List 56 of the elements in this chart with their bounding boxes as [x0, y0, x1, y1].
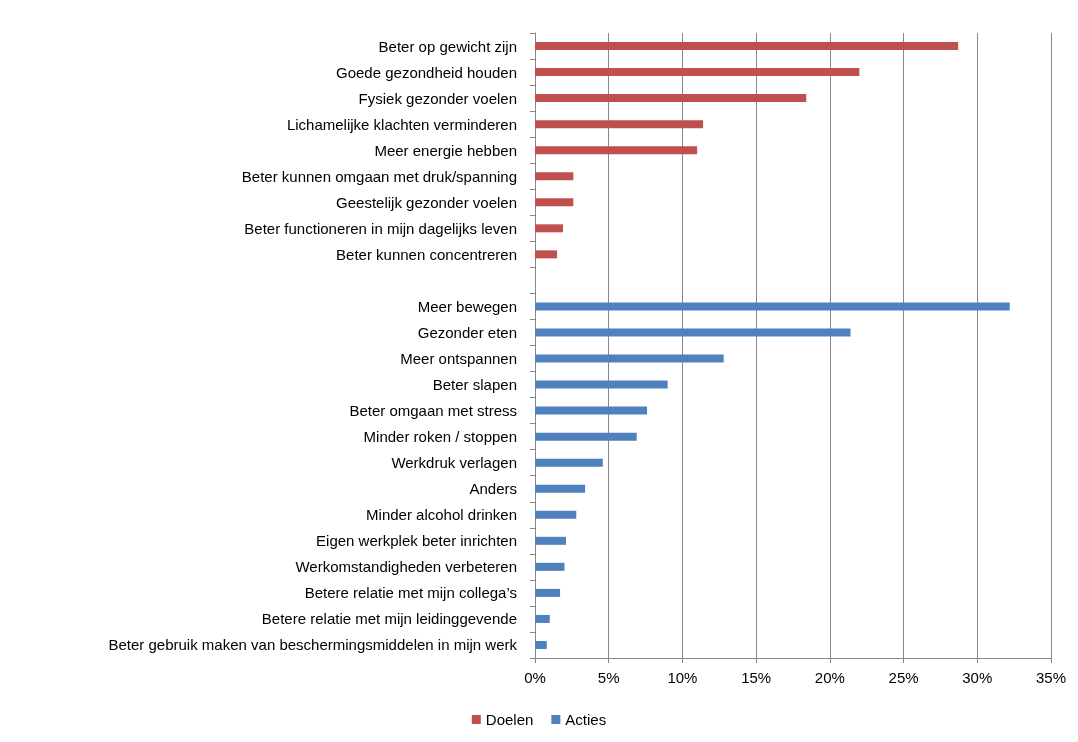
bar — [535, 640, 547, 649]
y-tick-label: Werkomstandigheden verbeteren — [295, 558, 517, 576]
bar — [535, 380, 668, 389]
x-tick-label: 10% — [667, 669, 698, 686]
y-tick-label: Beter op gewicht zijn — [378, 37, 517, 55]
x-tick-label: 30% — [962, 669, 993, 686]
bar — [535, 354, 724, 363]
x-tick-label: 25% — [888, 669, 919, 686]
y-tick-label: Beter functioneren in mijn dagelijks leven — [244, 219, 517, 237]
bar — [535, 120, 704, 129]
y-tick-label: Beter kunnen concentreren — [336, 245, 517, 263]
y-tick-label: Betere relatie met mijn collega’s — [304, 584, 517, 602]
y-tick-label: Minder alcohol drinken — [366, 506, 517, 524]
bar — [535, 224, 564, 233]
y-tick-label: Anders — [469, 480, 517, 498]
bar — [535, 172, 574, 181]
y-tick-label: Beter kunnen omgaan met druk/spanning — [241, 167, 517, 185]
y-tick-label: Meer ontspannen — [400, 350, 517, 368]
y-tick-label: Goede gezondheid houden — [336, 63, 517, 81]
bar — [535, 536, 566, 545]
x-tick-label: 20% — [814, 669, 845, 686]
y-tick-label: Gezonder eten — [417, 323, 517, 341]
y-tick-label: Betere relatie met mijn leidinggevende — [261, 610, 517, 628]
y-tick-label: Beter slapen — [432, 376, 517, 394]
bar — [535, 484, 586, 493]
x-tick-label: 5% — [597, 669, 620, 686]
bar — [535, 588, 561, 597]
y-tick-label: Minder roken / stoppen — [363, 428, 517, 446]
legend-label: Doelen — [485, 711, 534, 728]
bar — [535, 302, 1010, 311]
y-tick-label: Beter gebruik maken van beschermingsmiddelen in mijn werk — [108, 636, 518, 654]
bar — [535, 458, 603, 467]
bar — [535, 250, 558, 259]
x-tick-label: 35% — [1035, 669, 1067, 686]
y-tick-label: Meer bewegen — [417, 297, 517, 315]
x-tick-label: 15% — [741, 669, 772, 686]
bar — [535, 146, 698, 155]
bar — [535, 510, 577, 519]
bar — [535, 406, 648, 415]
y-tick-label: Geestelijk gezonder voelen — [336, 193, 517, 211]
legend-label: Acties — [565, 711, 607, 728]
bar — [535, 198, 574, 207]
x-tick-label: 0% — [524, 669, 546, 686]
bar — [535, 562, 565, 571]
bar — [535, 328, 851, 337]
y-tick-label: Werkdruk verlagen — [391, 454, 517, 472]
bar — [535, 94, 807, 103]
bar — [535, 432, 637, 441]
y-tick-label: Beter omgaan met stress — [349, 402, 517, 420]
y-tick-label: Fysiek gezonder voelen — [358, 89, 517, 107]
y-tick-label: Eigen werkplek beter inrichten — [316, 532, 517, 550]
bar — [535, 68, 860, 77]
y-tick-label: Meer energie hebben — [374, 141, 517, 159]
y-tick-label: Lichamelijke klachten verminderen — [286, 115, 517, 133]
bar — [535, 614, 550, 623]
bar — [535, 42, 959, 51]
